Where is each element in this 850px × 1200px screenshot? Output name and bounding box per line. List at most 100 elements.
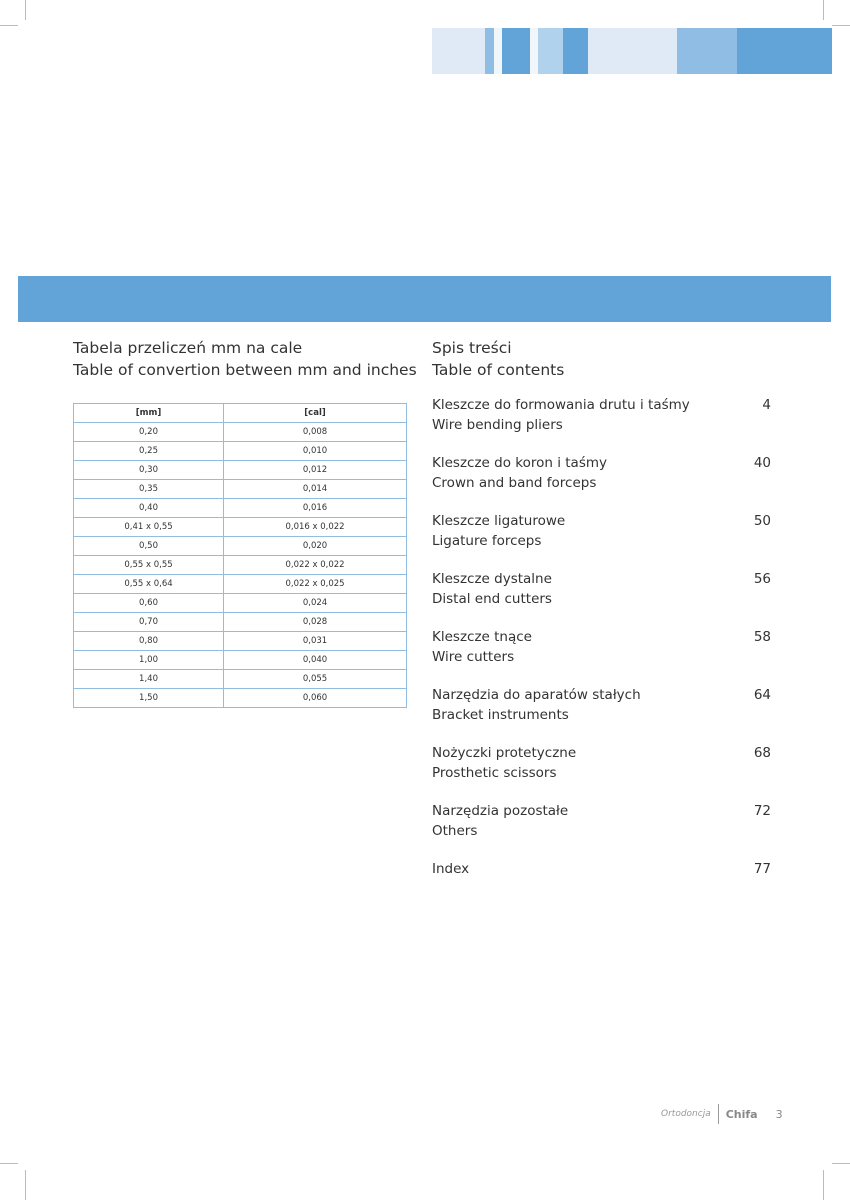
table-row: 0,80 0,031	[72, 631, 407, 651]
table-row: 0,30 0,012	[72, 460, 407, 480]
toc-item-en: Distal end cutters	[432, 590, 552, 607]
table-row: 0,60 0,024	[72, 593, 407, 613]
crop-mark	[832, 25, 850, 26]
toc-item-pl: Narzędzia pozostałe	[432, 803, 569, 819]
crop-mark	[0, 25, 18, 26]
table-row: 0,55 x 0,55 0,022 x 0,022	[72, 555, 407, 575]
cell-cal: 0,016 x 0,022	[223, 517, 407, 537]
toc-item-en: Bracket instruments	[432, 706, 569, 723]
cell-mm: 0,55 x 0,64	[72, 574, 225, 594]
title-en: Table of contents	[432, 361, 565, 379]
header-mm: [mm]	[72, 403, 225, 423]
toc-item-pl: Kleszcze ligaturowe	[432, 513, 566, 529]
toc-item[interactable]: Nożyczki protetyczne Prosthetic scissors 6…	[432, 744, 771, 783]
toc-page-number: 64	[753, 687, 771, 703]
table-row: 0,41 x 0,55 0,016 x 0,022	[72, 517, 407, 537]
cell-mm: 0,40	[72, 498, 225, 518]
crop-mark	[25, 1170, 26, 1200]
cell-mm: 0,60	[72, 593, 225, 613]
toc-item-en: Wire cutters	[432, 648, 515, 665]
page-number: 3	[775, 1107, 783, 1121]
cell-cal: 0,028	[223, 612, 407, 632]
cell-cal: 0,008	[223, 422, 407, 442]
header-cal: [cal]	[223, 403, 407, 423]
table-row: 0,70 0,028	[72, 612, 407, 632]
toc-item-pl: Kleszcze dystalne	[432, 571, 552, 587]
title-pl: Spis treści	[432, 339, 512, 357]
cell-cal: 0,020	[223, 536, 407, 556]
toc-page-number: 56	[753, 571, 771, 587]
cell-mm: 0,20	[72, 422, 225, 442]
table-row: 1,40 0,055	[72, 669, 407, 689]
toc-page-number: 68	[753, 745, 771, 761]
cell-cal: 0,014	[223, 479, 407, 499]
table-row: 0,25 0,010	[72, 441, 407, 461]
toc-item-en: Prosthetic scissors	[432, 764, 557, 781]
table-row: 0,20 0,008	[72, 422, 407, 442]
toc-item[interactable]: Kleszcze ligaturowe Ligature forceps 50	[432, 512, 771, 551]
toc-item[interactable]: Kleszcze do formowania drutu i taśmy Wire…	[432, 396, 771, 435]
toc-item-en: Ligature forceps	[432, 532, 542, 549]
toc-item[interactable]: Kleszcze dystalne Distal end cutters 56	[432, 570, 771, 609]
cell-mm: 0,35	[72, 479, 225, 499]
cell-mm: 1,40	[72, 669, 225, 689]
cell-mm: 0,80	[72, 631, 225, 651]
toc-item-pl: Index	[432, 861, 470, 877]
cell-cal: 0,055	[223, 669, 407, 689]
toc-title: Spis treści Table of contents	[432, 337, 564, 381]
cell-cal: 0,012	[223, 460, 407, 480]
toc-page-number: 58	[753, 629, 771, 645]
conversion-table: [mm] [cal] 0,20 0,008 0,25 0,010 0,30 0,012 0,…	[72, 403, 407, 708]
toc-item[interactable]: Narzędzia pozostałe Others 72	[432, 802, 771, 841]
conversion-title: Tabela przeliczeń mm na cale Table of co…	[73, 337, 417, 381]
footer-divider	[717, 1104, 719, 1124]
crop-mark	[823, 0, 824, 20]
toc-item-en: Others	[432, 822, 478, 839]
toc-item[interactable]: Kleszcze tnące Wire cutters 58	[432, 628, 771, 667]
toc-item[interactable]: Index 77	[432, 860, 771, 880]
toc-item-pl: Narzędzia do aparatów stałych	[432, 687, 641, 703]
cell-mm: 0,25	[72, 441, 225, 461]
toc-item-en: Wire bending pliers	[432, 416, 563, 433]
toc-item-pl: Kleszcze do koron i taśmy	[432, 455, 607, 471]
cell-mm: 1,50	[72, 688, 225, 708]
cell-cal: 0,024	[223, 593, 407, 613]
crop-mark	[25, 0, 26, 20]
cell-cal: 0,010	[223, 441, 407, 461]
header-band	[18, 276, 831, 322]
toc-page-number: 72	[753, 803, 771, 819]
cell-cal: 0,022 x 0,025	[223, 574, 407, 594]
toc-item-pl: Kleszcze do formowania drutu i taśmy	[432, 397, 690, 413]
crop-mark	[0, 1163, 18, 1164]
table-row: 0,40 0,016	[72, 498, 407, 518]
cell-mm: 0,50	[72, 536, 225, 556]
table-row: 0,35 0,014	[72, 479, 407, 499]
toc-item[interactable]: Kleszcze do koron i taśmy Crown and band …	[432, 454, 771, 493]
title-en: Table of convertion between mm and inche…	[73, 361, 417, 379]
cell-cal: 0,016	[223, 498, 407, 518]
cell-mm: 1,00	[72, 650, 225, 670]
title-pl: Tabela przeliczeń mm na cale	[73, 339, 303, 357]
crop-mark	[832, 1163, 850, 1164]
table-row: 1,00 0,040	[72, 650, 407, 670]
table-row: 0,55 x 0,64 0,022 x 0,025	[72, 574, 407, 594]
cell-mm: 0,41 x 0,55	[72, 517, 225, 537]
toc-item-pl: Kleszcze tnące	[432, 629, 532, 645]
crop-mark	[823, 1170, 824, 1200]
footer: Ortodoncja Chifa 3	[661, 1104, 783, 1124]
toc-page-number: 4	[762, 397, 771, 413]
cell-cal: 0,031	[223, 631, 407, 651]
table-row: 0,50 0,020	[72, 536, 407, 556]
toc-page-number: 77	[753, 861, 771, 877]
footer-brand: Chifa	[725, 1107, 758, 1121]
toc-item-en: Crown and band forceps	[432, 474, 597, 491]
table-row: 1,50 0,060	[72, 688, 407, 708]
cell-mm: 0,30	[72, 460, 225, 480]
toc-item[interactable]: Narzędzia do aparatów stałych Bracket ins…	[432, 686, 771, 725]
toc-page-number: 40	[753, 455, 771, 471]
footer-section: Ortodoncja	[661, 1109, 711, 1119]
cell-mm: 0,70	[72, 612, 225, 632]
toc-page-number: 50	[753, 513, 771, 529]
toc-item-pl: Nożyczki protetyczne	[432, 745, 577, 761]
